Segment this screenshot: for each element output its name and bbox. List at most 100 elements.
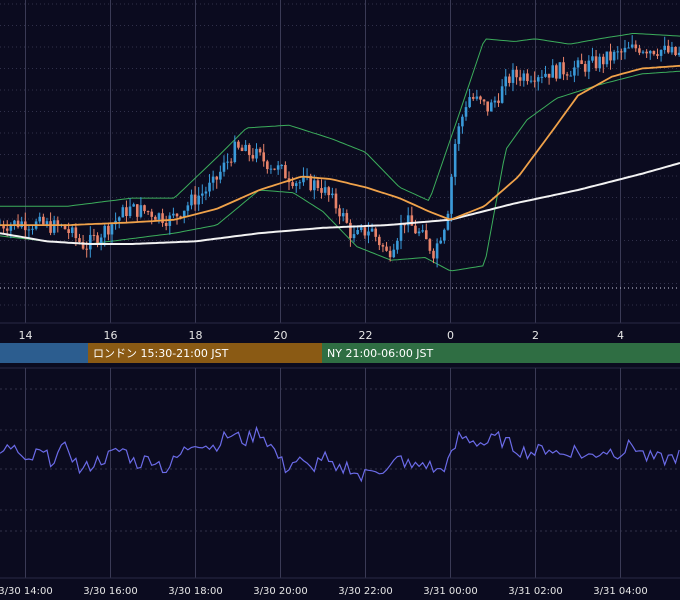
candle-up bbox=[117, 217, 121, 221]
candle-up bbox=[204, 191, 208, 194]
candle-up bbox=[331, 193, 334, 196]
candle-down bbox=[215, 176, 219, 180]
candle-down bbox=[74, 227, 78, 239]
price-panel[interactable] bbox=[0, 0, 680, 323]
candle-up bbox=[110, 224, 114, 235]
candle-up bbox=[612, 51, 616, 61]
candle-down bbox=[374, 228, 377, 237]
candle-up bbox=[182, 210, 186, 218]
candle-down bbox=[16, 220, 20, 228]
candle-up bbox=[244, 144, 247, 151]
session-london-band bbox=[88, 343, 322, 363]
candle-down bbox=[515, 69, 518, 78]
candle-down bbox=[247, 144, 251, 156]
candle-down bbox=[547, 73, 551, 78]
candle-down bbox=[667, 45, 670, 53]
candle-up bbox=[623, 47, 627, 53]
candle-up bbox=[500, 86, 504, 103]
candle-down bbox=[237, 141, 240, 148]
candle-down bbox=[5, 228, 9, 231]
candle-up bbox=[461, 116, 464, 127]
candle-down bbox=[601, 56, 605, 65]
candle-up bbox=[211, 176, 215, 183]
candle-down bbox=[471, 97, 475, 99]
candle-up bbox=[446, 213, 450, 230]
candle-down bbox=[63, 224, 67, 230]
candle-down bbox=[193, 194, 197, 205]
candle-up bbox=[540, 76, 544, 78]
candle-down bbox=[81, 242, 85, 249]
candle-down bbox=[266, 161, 269, 170]
candle-up bbox=[172, 213, 175, 216]
price-x-tick-label: 18 bbox=[189, 329, 203, 342]
candle-up bbox=[641, 51, 645, 53]
ma-short-line bbox=[0, 64, 680, 226]
candle-up bbox=[587, 60, 591, 72]
candle-down bbox=[482, 99, 486, 102]
candle-up bbox=[132, 204, 135, 207]
candle-down bbox=[583, 63, 587, 72]
candle-down bbox=[92, 234, 96, 236]
candle-down bbox=[56, 220, 60, 226]
candle-up bbox=[89, 234, 92, 250]
candle-up bbox=[13, 220, 16, 226]
candle-up bbox=[591, 56, 594, 61]
candle-down bbox=[674, 46, 677, 56]
candle-up bbox=[648, 51, 652, 54]
candle-down bbox=[67, 229, 70, 234]
bollinger-bands bbox=[0, 33, 680, 272]
candle-up bbox=[190, 194, 193, 206]
candle-down bbox=[385, 246, 388, 251]
candle-down bbox=[565, 74, 569, 76]
session-ny-band bbox=[322, 343, 680, 363]
candle-up bbox=[302, 176, 305, 183]
candle-up bbox=[99, 237, 103, 244]
candle-down bbox=[620, 51, 623, 53]
candle-up bbox=[52, 220, 56, 233]
candle-up bbox=[201, 193, 204, 196]
candle-down bbox=[410, 215, 414, 226]
oscillator-x-tick-label: 3/31 04:00 bbox=[593, 586, 647, 597]
candle-up bbox=[558, 62, 562, 79]
candle-down bbox=[291, 182, 294, 187]
candle-up bbox=[341, 213, 345, 217]
candle-up bbox=[677, 52, 680, 56]
candle-down bbox=[645, 51, 648, 54]
candle-down bbox=[432, 250, 435, 259]
candle-up bbox=[659, 49, 663, 56]
candle-up bbox=[522, 73, 526, 81]
candle-down bbox=[146, 211, 150, 213]
candle-up bbox=[605, 51, 609, 65]
candle-up bbox=[139, 205, 143, 217]
candle-up bbox=[630, 44, 634, 48]
candle-up bbox=[573, 67, 576, 76]
bollinger-upper bbox=[0, 33, 680, 207]
candle-up bbox=[9, 225, 13, 231]
candle-up bbox=[450, 176, 453, 214]
candle-up bbox=[128, 206, 132, 217]
oscillator-panel[interactable] bbox=[0, 368, 680, 578]
session-ny-label: NY 21:00-06:00 JST bbox=[327, 347, 434, 360]
candle-up bbox=[121, 207, 125, 218]
candle-up bbox=[544, 73, 547, 77]
candle-up bbox=[551, 65, 555, 78]
candle-down bbox=[262, 152, 266, 162]
candle-up bbox=[70, 227, 74, 234]
candle-down bbox=[85, 248, 88, 250]
candle-down bbox=[309, 175, 312, 191]
candle-down bbox=[49, 221, 52, 233]
moving-averages bbox=[0, 64, 680, 245]
candle-up bbox=[504, 76, 508, 87]
candle-up bbox=[627, 47, 630, 49]
candle-down bbox=[363, 227, 367, 236]
candle-up bbox=[280, 165, 284, 167]
candle-down bbox=[327, 187, 331, 196]
candle-down bbox=[161, 213, 164, 223]
candle-up bbox=[45, 221, 49, 225]
candle-up bbox=[31, 228, 34, 230]
candle-up bbox=[27, 229, 31, 231]
candle-up bbox=[352, 234, 356, 239]
candle-up bbox=[298, 182, 302, 184]
